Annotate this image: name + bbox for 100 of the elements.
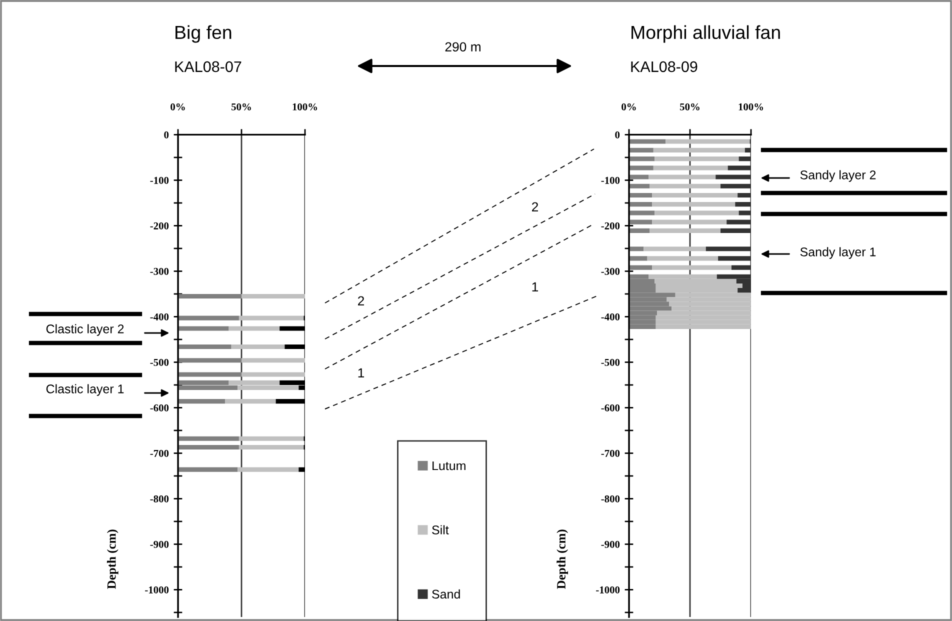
y-tick-label: -1000	[145, 586, 169, 594]
bar	[178, 344, 232, 350]
bar	[231, 344, 285, 350]
bar	[629, 220, 652, 224]
bar	[735, 202, 751, 207]
bar	[644, 246, 706, 252]
y-tick-label: -800	[601, 495, 620, 502]
bar	[629, 139, 666, 144]
bar	[720, 184, 751, 188]
y-tick-label: -300	[150, 268, 169, 275]
text: 290 m	[445, 42, 480, 52]
y-tick-label: -800	[150, 495, 169, 502]
bar	[706, 246, 751, 252]
x-tick-label: 0%	[622, 103, 636, 110]
bar	[280, 326, 305, 331]
bar	[716, 174, 751, 180]
bar	[629, 210, 655, 216]
y-tick-label: -600	[601, 404, 620, 412]
chart-title: Big fen	[176, 25, 232, 43]
text: 1	[358, 368, 364, 378]
bar	[738, 210, 751, 216]
bar	[238, 316, 304, 320]
bar	[242, 294, 305, 298]
bar	[224, 399, 276, 404]
text: Clastic layer 2	[46, 324, 124, 336]
bar	[178, 445, 239, 450]
bar	[629, 174, 649, 180]
bar	[650, 228, 720, 233]
y-tick-label: -200	[150, 222, 169, 230]
bar	[629, 324, 656, 329]
bar	[728, 166, 751, 170]
bar	[656, 283, 742, 288]
bar	[726, 220, 751, 224]
y-tick-label: -100	[150, 176, 169, 184]
y-axis-title: Depth (cm)	[106, 530, 118, 589]
x-tick-label: 50%	[680, 103, 700, 110]
y-tick-label: 0	[164, 131, 169, 138]
y-tick-label: -700	[150, 450, 169, 457]
y-tick-label: 0	[615, 131, 620, 138]
bar	[738, 192, 751, 198]
bar	[178, 436, 239, 441]
bar	[178, 316, 239, 320]
bar	[629, 202, 652, 207]
bar	[228, 326, 280, 331]
y-tick-label: -1000	[596, 586, 620, 594]
legend-label: Lutum	[432, 461, 466, 470]
bar	[666, 139, 750, 144]
chart-subtitle: KAL08-09	[631, 61, 698, 72]
bar	[178, 326, 229, 331]
bar	[731, 265, 751, 270]
bar	[629, 283, 656, 288]
bar	[238, 445, 304, 450]
y-tick-label: -100	[601, 176, 620, 184]
bar	[629, 256, 648, 261]
bar	[276, 399, 305, 404]
x-tick-label: 50%	[232, 103, 251, 110]
bar	[652, 202, 736, 207]
bar	[242, 372, 305, 377]
y-tick-label: -900	[150, 540, 169, 548]
bar	[652, 192, 738, 198]
bar	[653, 148, 745, 152]
bar	[648, 174, 716, 180]
bar	[654, 210, 739, 216]
text: 2	[358, 296, 364, 306]
y-axis-title: Depth (cm)	[556, 530, 568, 589]
bar	[629, 246, 644, 252]
y-tick-label: -600	[150, 404, 169, 412]
bar	[629, 265, 652, 270]
bar	[720, 228, 751, 233]
x-tick-label: 100%	[738, 103, 764, 110]
bar	[629, 148, 654, 152]
bar	[178, 358, 242, 363]
y-tick-label: -700	[601, 450, 620, 457]
bar	[629, 228, 650, 233]
x-tick-label: 100%	[292, 103, 318, 110]
legend-label: Sand	[432, 589, 460, 599]
chart-title: Morphi alluvial fan	[632, 25, 780, 43]
bar	[284, 344, 305, 350]
y-tick-label: -300	[601, 268, 620, 275]
text: Sandy layer 1	[800, 247, 876, 259]
bar	[718, 256, 751, 261]
bar	[238, 436, 304, 441]
bar	[178, 467, 238, 472]
chart-subtitle: KAL08-07	[175, 61, 242, 72]
bar	[629, 184, 650, 188]
bar	[178, 372, 242, 377]
bar	[738, 156, 751, 162]
bar	[178, 399, 225, 404]
bar	[654, 156, 739, 162]
y-tick-label: -900	[601, 540, 620, 548]
y-tick-label: -400	[150, 313, 169, 320]
bar	[653, 166, 728, 170]
text: Clastic layer 1	[46, 384, 124, 396]
bar	[178, 294, 242, 298]
x-tick-label: 0%	[170, 103, 185, 110]
bar	[652, 265, 732, 270]
bar	[298, 467, 305, 472]
bar	[629, 166, 654, 170]
text: 2	[532, 202, 538, 212]
text: 1	[532, 282, 538, 292]
